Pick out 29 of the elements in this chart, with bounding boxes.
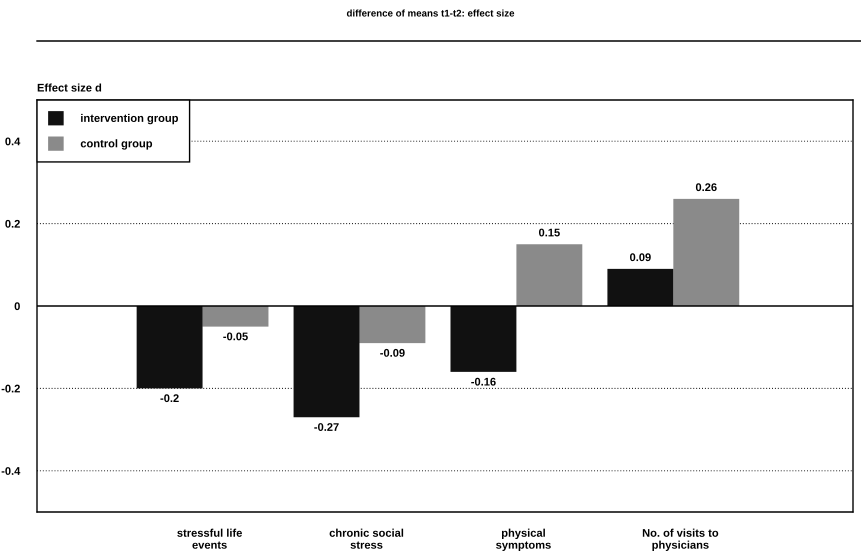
bar	[136, 306, 203, 388]
data-label: -0.27	[314, 423, 339, 431]
data-label: -0.05	[223, 332, 248, 340]
bar	[202, 306, 268, 327]
x-tick-label: chronic social stress	[330, 528, 404, 549]
data-label: 0.15	[538, 228, 560, 236]
y-tick-label: -0.4	[2, 467, 20, 475]
x-tick-label: No. of visits to physicians	[642, 528, 718, 551]
bar	[607, 268, 674, 306]
x-tick-label: stressful life events	[177, 528, 242, 549]
y-tick-label: 0	[14, 302, 20, 310]
legend-label: control group	[80, 139, 152, 150]
bar	[673, 198, 740, 306]
data-label: -0.16	[471, 378, 496, 386]
y-tick-label: 0.2	[5, 220, 20, 228]
bar	[450, 306, 516, 372]
bar	[359, 306, 426, 344]
bar	[294, 306, 360, 418]
bar	[516, 244, 582, 306]
chart-title: difference of means t1-t2: effect size	[346, 9, 514, 17]
data-label: 0.09	[630, 253, 651, 262]
y-tick-label: 0.4	[5, 137, 20, 146]
legend-label: intervention group	[81, 114, 178, 124]
y-axis-title: Effect size d	[38, 83, 102, 92]
y-tick-label: -0.2	[2, 384, 20, 393]
data-label: -0.2	[160, 394, 179, 402]
data-label: -0.09	[380, 348, 405, 357]
x-tick-label: physical symptoms	[496, 528, 551, 551]
data-label: 0.26	[696, 183, 717, 192]
